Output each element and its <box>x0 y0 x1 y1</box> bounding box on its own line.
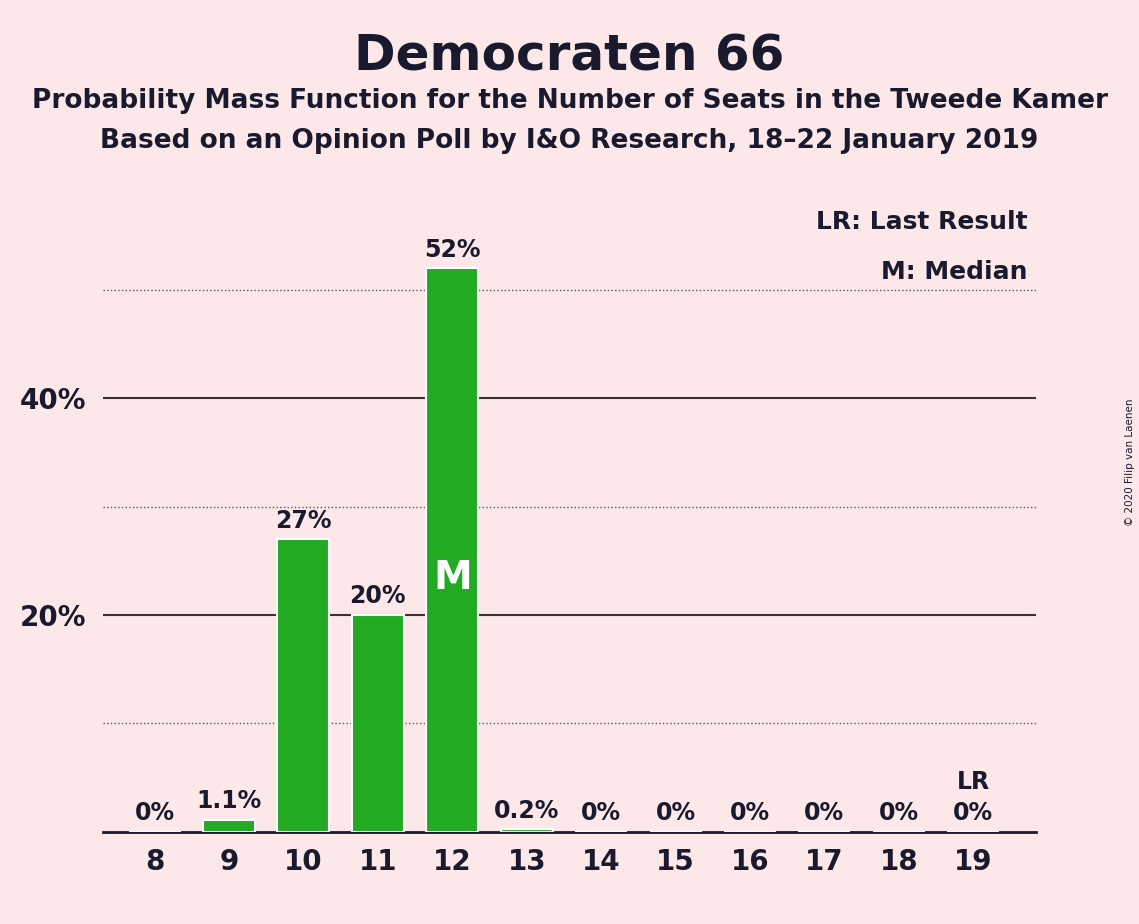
Text: 0%: 0% <box>655 801 696 825</box>
Bar <box>203 820 255 832</box>
Text: M: M <box>433 559 472 597</box>
Bar <box>426 268 478 832</box>
Text: Based on an Opinion Poll by I&O Research, 18–22 January 2019: Based on an Opinion Poll by I&O Research… <box>100 128 1039 153</box>
Text: 0%: 0% <box>804 801 844 825</box>
Text: 0%: 0% <box>730 801 770 825</box>
Text: 0%: 0% <box>581 801 621 825</box>
Text: Probability Mass Function for the Number of Seats in the Tweede Kamer: Probability Mass Function for the Number… <box>32 88 1107 114</box>
Text: LR: LR <box>957 770 990 794</box>
Text: 20%: 20% <box>350 585 407 608</box>
Text: 1.1%: 1.1% <box>196 789 262 813</box>
Text: M: Median: M: Median <box>880 260 1027 284</box>
Text: Democraten 66: Democraten 66 <box>354 32 785 80</box>
Text: LR: Last Result: LR: Last Result <box>816 210 1027 234</box>
Text: 0%: 0% <box>134 801 174 825</box>
Text: 0.2%: 0.2% <box>494 799 559 823</box>
Text: 52%: 52% <box>424 237 481 261</box>
Bar <box>501 830 552 832</box>
Bar <box>352 615 404 832</box>
Bar <box>278 539 329 832</box>
Text: 0%: 0% <box>879 801 919 825</box>
Text: © 2020 Filip van Laenen: © 2020 Filip van Laenen <box>1125 398 1134 526</box>
Text: 27%: 27% <box>276 508 331 532</box>
Text: 0%: 0% <box>953 801 993 825</box>
